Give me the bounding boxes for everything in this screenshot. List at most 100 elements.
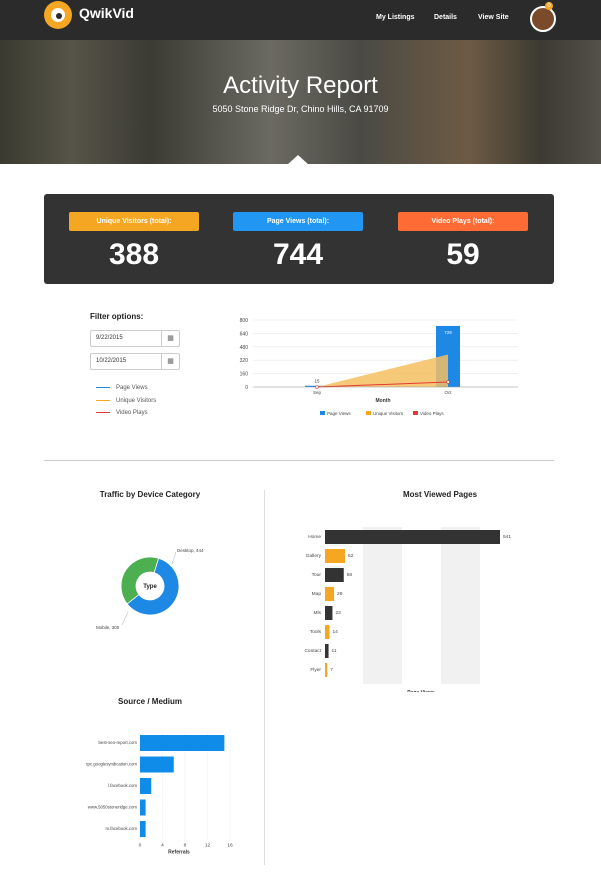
hero-notch	[287, 155, 309, 165]
line-video-plays	[316, 381, 449, 388]
nav-my-listings[interactable]: My Listings	[376, 14, 415, 21]
donut-center-label: Type	[143, 584, 157, 590]
calendar-icon[interactable]: ▦	[161, 354, 179, 369]
y-tick-label: Tools	[310, 629, 322, 635]
source-chart-title: Source / Medium	[117, 697, 182, 706]
pages-chart-title: Most Viewed Pages	[402, 490, 478, 499]
bar	[325, 625, 330, 639]
legend-label: Video Plays	[116, 410, 148, 416]
bar	[140, 735, 225, 751]
y-tick-label: 0	[245, 385, 248, 391]
column-divider	[264, 490, 265, 865]
bar	[325, 568, 344, 582]
bar	[140, 799, 146, 816]
end-date-input[interactable]: 10/22/2015 ▦	[90, 353, 180, 370]
legend-unique-visitors[interactable]: Unique Visitors	[96, 398, 156, 404]
section-divider	[44, 460, 554, 461]
user-avatar[interactable]	[530, 6, 556, 32]
point-video-plays	[446, 380, 450, 384]
bar	[140, 756, 174, 773]
y-tick-label: Gallery	[306, 553, 322, 559]
source-medium-chart: 0 4 8 12 16 best-seo-report.com tpc.googlesynd…	[86, 732, 233, 856]
unique-visitors-label: Unique Visitors (total):	[69, 212, 199, 231]
data-label: 14	[333, 629, 339, 635]
y-tick-label: Mls	[314, 610, 322, 616]
x-tick-label: 12	[205, 843, 211, 849]
slice-label: Mobile, 300	[96, 625, 120, 630]
bar	[140, 778, 152, 794]
y-tick-label: 800	[240, 318, 249, 324]
most-viewed-pages-chart: Home 541 Gallery 62 Tour 58 Map 28 Mls 23 Tools 14 C…	[304, 527, 511, 692]
plot-band	[441, 527, 480, 684]
y-tick-label: m.facebook.com	[105, 826, 137, 831]
plot-band	[363, 527, 402, 684]
legend-video-plays[interactable]: Video Plays	[96, 410, 148, 416]
page-title: Activity Report	[223, 72, 378, 99]
legend-label: Unique Visitors	[373, 411, 404, 416]
nav-details[interactable]: Details	[434, 14, 457, 21]
legend-swatch	[366, 411, 371, 415]
donut-slice	[120, 556, 160, 605]
qwikvid-logo-icon[interactable]	[44, 1, 72, 29]
data-label: 28	[337, 591, 343, 597]
top-navbar: QwikVid My Listings Details View Site 0	[0, 0, 601, 40]
page-views-label: Page Views (total):	[233, 212, 363, 231]
notification-badge[interactable]: 0	[545, 2, 553, 10]
slice-label: Desktop, 444	[177, 548, 204, 553]
bar	[325, 606, 333, 620]
y-tick-label: 640	[240, 331, 249, 337]
filter-title: Filter options:	[90, 312, 144, 321]
end-date-value: 10/22/2015	[96, 358, 127, 364]
data-label: 58	[347, 572, 353, 578]
data-label: 15	[314, 379, 320, 384]
legend-swatch	[413, 411, 418, 415]
donut-slice	[126, 557, 180, 616]
legend-label: Video Plays	[420, 411, 444, 416]
x-tick-label: 0	[139, 843, 142, 849]
y-tick-label: Home	[308, 534, 321, 540]
bar	[325, 549, 346, 563]
start-date-input[interactable]: 9/22/2015 ▦	[90, 330, 180, 347]
y-tick-label: 160	[240, 372, 249, 378]
data-label: 23	[335, 610, 341, 616]
bar	[325, 663, 328, 677]
x-tick-label: 8	[184, 843, 187, 849]
nav-view-site[interactable]: View Site	[478, 14, 509, 21]
x-axis-title: Referrals	[168, 850, 190, 856]
x-tick-label: Sep	[313, 390, 322, 395]
legend-swatch	[320, 411, 325, 415]
legend-label: Unique Visitors	[116, 398, 157, 404]
y-tick-label: Map	[312, 591, 322, 597]
data-label: 729	[444, 330, 452, 335]
data-label: 541	[503, 534, 511, 540]
device-donut-chart: Type Desktop, 444 Mobile, 300	[96, 548, 204, 630]
x-tick-label: 4	[161, 843, 164, 849]
y-tick-label: l.facebook.com	[108, 783, 137, 788]
app-name[interactable]: QwikVid	[79, 5, 134, 21]
legend-page-views[interactable]: Page Views	[96, 385, 148, 391]
y-tick-label: tpc.googlesyndication.com	[86, 762, 137, 767]
x-axis-title: Month	[376, 398, 391, 404]
video-plays-value: 59	[446, 238, 480, 271]
listing-address: 5050 Stone Ridge Dr, Chino Hills, CA 917…	[212, 104, 389, 114]
y-tick-label: www.5050stoneridge.com	[88, 805, 138, 810]
x-tick-label: Oct	[444, 390, 452, 395]
data-label: 7	[330, 667, 333, 673]
legend-line-icon	[96, 411, 110, 413]
bar	[325, 587, 335, 601]
bar	[140, 821, 146, 837]
legend-line-icon	[96, 386, 110, 388]
y-tick-label: Contact	[304, 648, 321, 654]
bar	[325, 644, 329, 658]
data-label: 11	[332, 648, 337, 654]
stats-panel: Unique Visitors (total): 388 Page Views …	[44, 194, 554, 284]
page-views-value: 744	[272, 238, 324, 271]
x-axis-title: Page Views	[407, 690, 435, 692]
y-tick-label: Flyer	[310, 667, 321, 673]
y-tick-label: Tour	[312, 572, 322, 578]
device-chart-title: Traffic by Device Category	[99, 490, 201, 499]
calendar-icon[interactable]: ▦	[161, 331, 179, 346]
data-label: 62	[348, 553, 354, 559]
legend-label: Page Views	[116, 385, 148, 391]
area-unique-visitors	[317, 354, 448, 387]
